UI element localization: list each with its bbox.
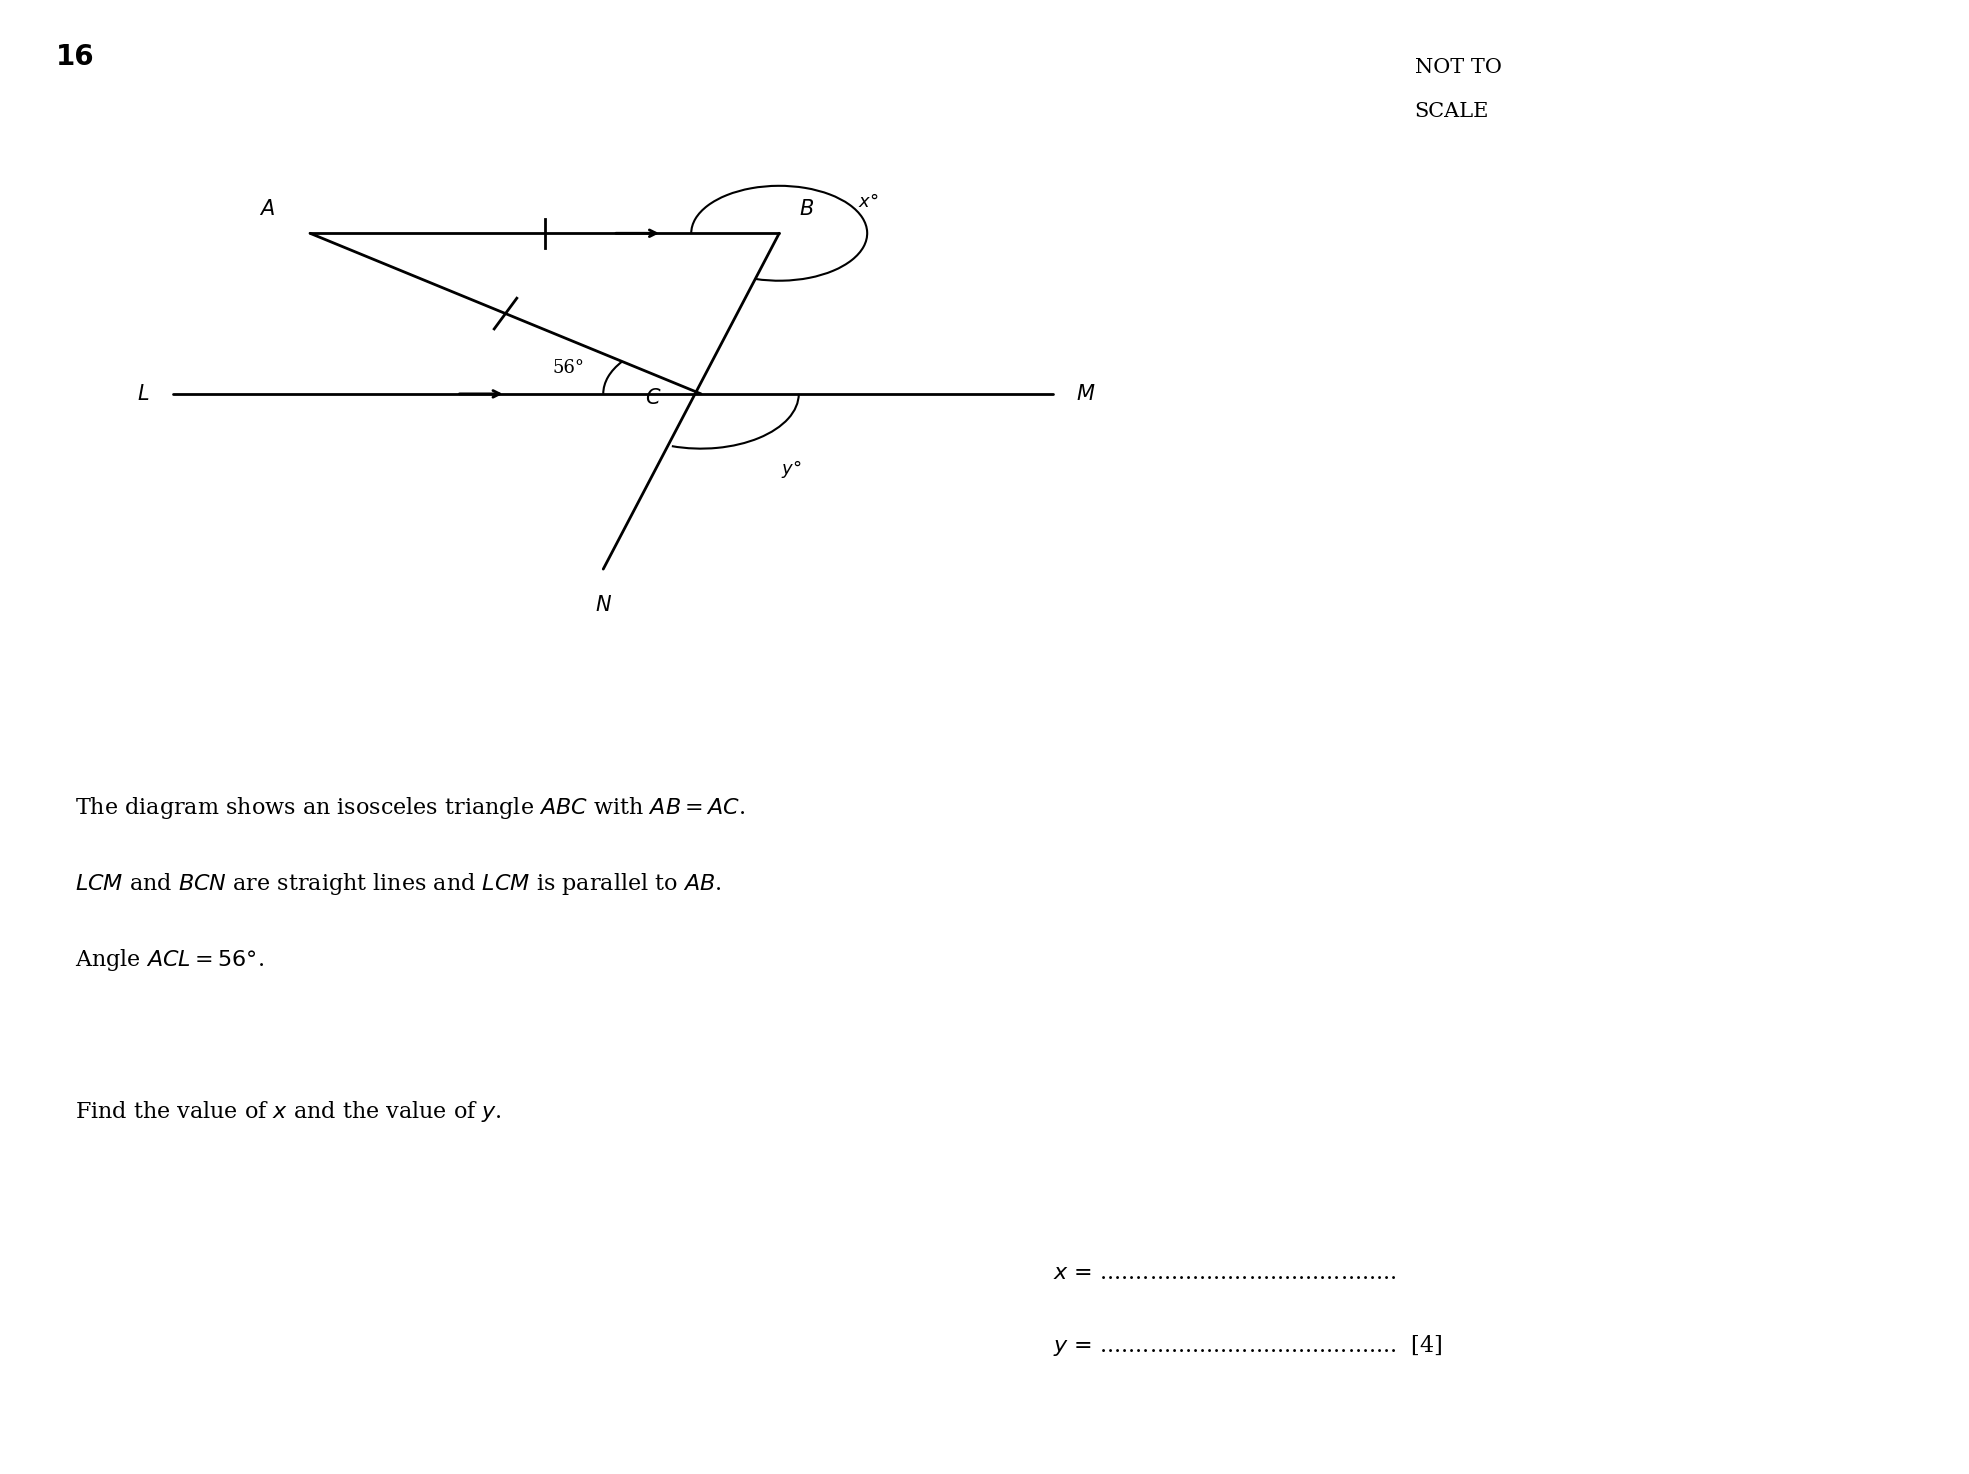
Text: 56°: 56°	[551, 358, 585, 377]
Text: $LCM$ and $BCN$ are straight lines and $LCM$ is parallel to $AB$.: $LCM$ and $BCN$ are straight lines and $…	[75, 871, 723, 898]
Text: $C$: $C$	[646, 388, 662, 408]
Text: NOT TO: NOT TO	[1414, 57, 1502, 77]
Text: $x°$: $x°$	[858, 193, 878, 211]
Text: $B$: $B$	[799, 199, 813, 218]
Text: $A$: $A$	[258, 199, 276, 218]
Text: $y°$: $y°$	[782, 458, 801, 479]
Text: $L$: $L$	[138, 383, 150, 404]
Text: $x$ = ..........................................: $x$ = ..................................…	[1053, 1262, 1396, 1284]
Text: 16: 16	[55, 43, 95, 71]
Text: $M$: $M$	[1077, 383, 1097, 404]
Text: $N$: $N$	[595, 595, 612, 615]
Text: $y$ = ..........................................  [4]: $y$ = ..................................…	[1053, 1334, 1443, 1359]
Text: The diagram shows an isosceles triangle $ABC$ with $AB = AC$.: The diagram shows an isosceles triangle …	[75, 796, 746, 821]
Text: SCALE: SCALE	[1414, 102, 1489, 121]
Text: Angle $ACL = 56\degree$.: Angle $ACL = 56\degree$.	[75, 948, 264, 973]
Text: Find the value of $x$ and the value of $y$.: Find the value of $x$ and the value of $…	[75, 1100, 502, 1125]
